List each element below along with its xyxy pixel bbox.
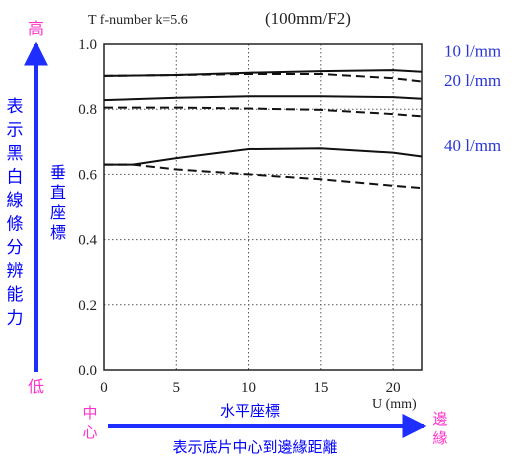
y-tick-label: 0.8 [78, 102, 97, 118]
y-tick-labels: 0.0 0.2 0.4 0.6 0.8 1.0 [78, 37, 97, 379]
y-tick-label: 0.2 [78, 298, 97, 314]
left-arrow-label-char: 表 [7, 97, 24, 117]
left-arrow-bottom-label: 低 [28, 377, 44, 396]
x-tick-label: 20 [386, 380, 401, 396]
series-label: 40 l/mm [444, 136, 501, 155]
bottom-right-char: 緣 [432, 429, 447, 447]
series-label: 10 l/mm [444, 42, 501, 61]
y-axis-note-char: 座 [50, 203, 66, 222]
chart-header-right: (100mm/F2) [265, 9, 351, 28]
y-axis-note-char: 直 [50, 183, 66, 202]
series-line-dashed [103, 73, 423, 83]
plot-area [103, 43, 423, 371]
left-arrow-label-char: 辨 [7, 262, 24, 282]
x-tick-label: 5 [173, 380, 181, 396]
left-arrow-label-char: 能 [7, 285, 24, 305]
bottom-arrow-top-label: 水平座標 [220, 402, 280, 420]
bottom-right-char: 邊 [432, 410, 447, 428]
bottom-arrow-left-label: 中心 [82, 404, 97, 441]
y-tick-label: 0.6 [78, 167, 97, 183]
y-tick-label: 0.4 [78, 233, 97, 249]
left-arrow-label-char: 示 [7, 121, 24, 141]
left-arrow-label-char: 條 [7, 215, 24, 235]
y-tick-label: 0.0 [78, 363, 97, 379]
x-tick-label: 0 [100, 380, 108, 396]
left-arrow-label-char: 黑 [7, 144, 24, 164]
series-label: 20 l/mm [444, 71, 501, 90]
bottom-left-char: 中 [82, 404, 97, 422]
grid-lines [104, 44, 422, 370]
series-line-solid [103, 95, 423, 102]
y-axis-note-char: 垂 [50, 163, 66, 182]
plot-frame [103, 43, 423, 371]
left-arrow-label-char: 力 [7, 309, 24, 329]
series-label-group: 10 l/mm 20 l/mm 40 l/mm [444, 42, 501, 156]
left-arrow-label-char: 線 [7, 191, 24, 211]
x-tick-label: 10 [241, 380, 256, 396]
x-axis-unit: U (mm) [372, 397, 417, 412]
y-axis-note-char: 標 [50, 223, 66, 242]
series-line-dashed [104, 163, 423, 190]
bottom-arrow-bottom-label: 表示底片中心到邊緣距離 [172, 438, 337, 456]
y-tick-label: 1.0 [78, 37, 97, 53]
left-arrow-top-label: 高 [28, 19, 44, 38]
left-arrow-label-char: 白 [7, 168, 24, 188]
x-tick-labels: 0 5 10 15 20 [100, 380, 400, 396]
series-line-dashed [104, 106, 423, 118]
left-arrow-label-char: 分 [7, 238, 24, 258]
series-line-solid [104, 147, 423, 166]
series-layer [103, 69, 423, 190]
chart-header-left: T f-number k=5.6 [88, 13, 188, 28]
bottom-left-char: 心 [82, 423, 97, 441]
x-tick-label: 15 [313, 380, 328, 396]
bottom-arrow-right-label: 邊緣 [432, 410, 447, 447]
